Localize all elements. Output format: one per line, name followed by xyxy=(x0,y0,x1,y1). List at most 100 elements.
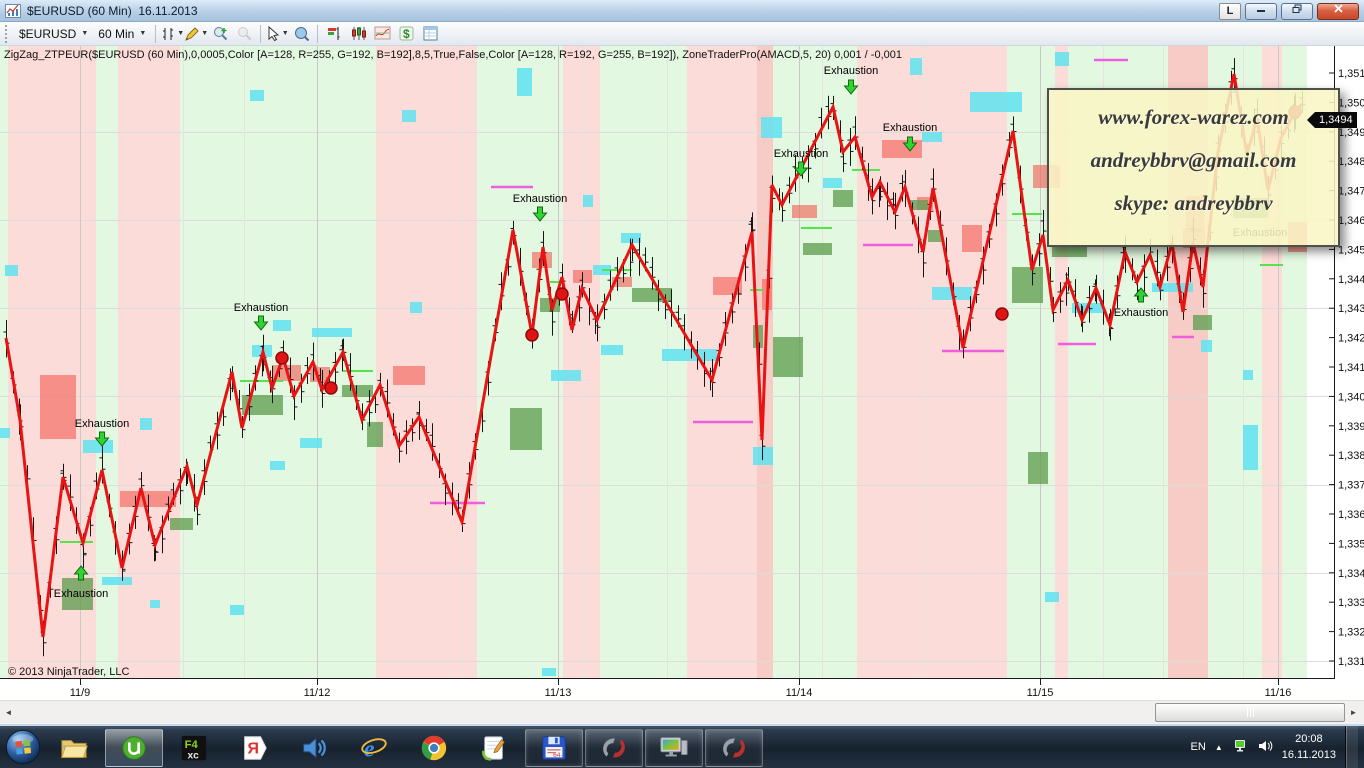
svg-text:1,3420: 1,3420 xyxy=(1338,333,1364,345)
svg-text:e: e xyxy=(364,735,375,762)
watermark-email: andreybbrv@gmail.com xyxy=(1090,148,1297,172)
svg-text:1,3370: 1,3370 xyxy=(1338,480,1364,492)
svg-text:1,3430: 1,3430 xyxy=(1338,303,1364,315)
cyan-boxes xyxy=(0,52,1258,676)
clock-time: 20:08 xyxy=(1295,732,1323,745)
svg-text:1,3470: 1,3470 xyxy=(1338,186,1364,198)
svg-text:11/12: 11/12 xyxy=(304,687,331,699)
svg-text:11/14: 11/14 xyxy=(786,687,813,699)
notepadpp-icon xyxy=(482,735,505,761)
taskbar-ninjatrader2-button[interactable] xyxy=(705,728,763,767)
instrument-selector[interactable]: $EURUSD ▼ xyxy=(19,26,89,41)
windows-taskbar: F4 xc Я e 64· EN ▲ 20:08 16.11.2013 xyxy=(0,726,1364,768)
taskbar-yandex-button[interactable]: Я xyxy=(225,729,283,767)
taskbar-explorer-button[interactable] xyxy=(45,729,103,767)
start-button[interactable] xyxy=(2,727,44,767)
svg-text:1,3310: 1,3310 xyxy=(1338,656,1364,668)
watermark-box: www.forex-warez.com andreybbrv@gmail.com… xyxy=(1047,88,1340,247)
svg-text:Exhaustion: Exhaustion xyxy=(1114,307,1168,319)
taskbar-volume-app-button[interactable] xyxy=(285,729,343,767)
date-axis: 11/9 11/12 11/13 11/14 11/15 11/16 xyxy=(0,678,1334,699)
yandex-icon: Я xyxy=(244,735,267,760)
svg-text:1,3380: 1,3380 xyxy=(1338,450,1364,462)
zoom-out-button[interactable] xyxy=(232,23,256,45)
svg-text:Exhaustion: Exhaustion xyxy=(75,418,129,430)
svg-text:Exhaustion: Exhaustion xyxy=(54,588,108,600)
svg-text:1,3390: 1,3390 xyxy=(1338,421,1364,433)
zoom-in-button[interactable] xyxy=(208,23,232,45)
svg-text:Exhaustion: Exhaustion xyxy=(883,122,937,134)
chart-panel: Exhaustion Exhaustion Exhaustion Exhaustion… xyxy=(0,46,1364,700)
window-titlebar: $EURUSD (60 Min) 16.11.2013 L xyxy=(0,0,1364,22)
toolbar-separator xyxy=(155,24,157,43)
chevron-down-icon: ▼ xyxy=(177,30,185,37)
watermark-skype: skype: andreybbrv xyxy=(1114,191,1273,215)
svg-text:1,3440: 1,3440 xyxy=(1338,274,1364,286)
indicator-parameters: ZigZag_ZTPEUR($EURUSD (60 Min),0,0005,Co… xyxy=(4,49,902,61)
window-bottom-edge xyxy=(0,723,1364,726)
taskbar-clock[interactable]: 20:08 16.11.2013 xyxy=(1282,731,1336,764)
taskbar-notepadpp-button[interactable] xyxy=(465,729,523,767)
app-chart-icon xyxy=(5,3,21,19)
scroll-left-arrow[interactable]: ◄ xyxy=(4,707,13,717)
svg-text:Exhaustion: Exhaustion xyxy=(234,302,288,314)
watermark-url: www.forex-warez.com xyxy=(1098,105,1289,129)
taskbar-remote-desktop-button[interactable] xyxy=(645,728,703,767)
svg-text:1,3490: 1,3490 xyxy=(1338,127,1364,139)
minimize-button[interactable] xyxy=(1245,2,1277,20)
svg-text:11/13: 11/13 xyxy=(545,687,572,699)
language-indicator[interactable]: EN xyxy=(1190,741,1206,753)
bars-style-button[interactable] xyxy=(346,23,370,45)
svg-text:1,3480: 1,3480 xyxy=(1338,156,1364,168)
taskbar-utorrent-button[interactable] xyxy=(105,728,163,767)
network-icon[interactable] xyxy=(1232,738,1248,757)
interval-selector[interactable]: 60 Min ▼ xyxy=(98,26,147,41)
market-analyzer-button[interactable] xyxy=(418,23,442,45)
volume-app-icon xyxy=(303,737,326,758)
svg-text:11/9: 11/9 xyxy=(70,687,91,699)
svg-text:1,3350: 1,3350 xyxy=(1338,538,1364,550)
chart-trader-button[interactable] xyxy=(322,23,346,45)
cursor-mode-button[interactable]: ▼ xyxy=(265,23,289,45)
svg-text:1,3320: 1,3320 xyxy=(1338,627,1364,639)
taskbar-disk64-button[interactable]: 64· xyxy=(525,728,583,767)
svg-text:1,3510: 1,3510 xyxy=(1338,68,1364,80)
show-hidden-icons[interactable]: ▲ xyxy=(1214,742,1223,752)
taskbar-fx-app-button[interactable]: F4 xc xyxy=(165,729,223,767)
scrollbar-thumb[interactable] xyxy=(1155,703,1345,722)
taskbar-ninjatrader-button[interactable] xyxy=(585,728,643,767)
copyright-label: © 2013 NinjaTrader, LLC xyxy=(8,666,129,678)
svg-text:11/15: 11/15 xyxy=(1027,687,1054,699)
link-button[interactable]: L xyxy=(1219,2,1241,20)
ninjatrader-icon xyxy=(723,738,745,757)
account-dollar-button[interactable]: $ xyxy=(394,23,418,45)
speaker-icon[interactable] xyxy=(1257,738,1273,757)
svg-text:64·: 64· xyxy=(553,751,562,758)
svg-text:© 2013 NinjaTrader, LLC: © 2013 NinjaTrader, LLC xyxy=(8,666,129,678)
show-desktop-button[interactable] xyxy=(1345,726,1358,768)
regression-channel-button[interactable] xyxy=(370,23,394,45)
restore-button[interactable] xyxy=(1281,2,1313,20)
floppy-disk-icon: 64· xyxy=(542,735,566,760)
taskbar-chrome-button[interactable] xyxy=(405,729,463,767)
svg-text:Exhaustion: Exhaustion xyxy=(774,148,828,160)
chart-style-button[interactable]: ▼ xyxy=(160,23,184,45)
scroll-right-arrow[interactable]: ► xyxy=(1349,707,1358,717)
ninjatrader-icon xyxy=(603,738,625,757)
chart-toolbar: $EURUSD ▼ 60 Min ▼ ▼ ▼ ▼ $ xyxy=(0,22,1364,46)
svg-text:1,3500: 1,3500 xyxy=(1338,97,1364,109)
svg-text:1,3460: 1,3460 xyxy=(1338,215,1364,227)
chevron-down-icon: ▼ xyxy=(139,30,147,37)
data-box-button[interactable] xyxy=(289,23,313,45)
svg-text:$: $ xyxy=(403,27,410,41)
svg-text:1,3340: 1,3340 xyxy=(1338,568,1364,580)
svg-text:11/16: 11/16 xyxy=(1265,687,1292,699)
price-chart: Exhaustion Exhaustion Exhaustion Exhaustion… xyxy=(0,46,1364,699)
explorer-icon xyxy=(61,739,88,758)
drawing-tools-button[interactable]: ▼ xyxy=(184,23,208,45)
taskbar-internet-explorer-button[interactable]: e xyxy=(345,729,403,767)
close-button[interactable] xyxy=(1317,2,1359,20)
svg-text:1,3360: 1,3360 xyxy=(1338,509,1364,521)
toolbar-grip[interactable] xyxy=(5,24,11,43)
